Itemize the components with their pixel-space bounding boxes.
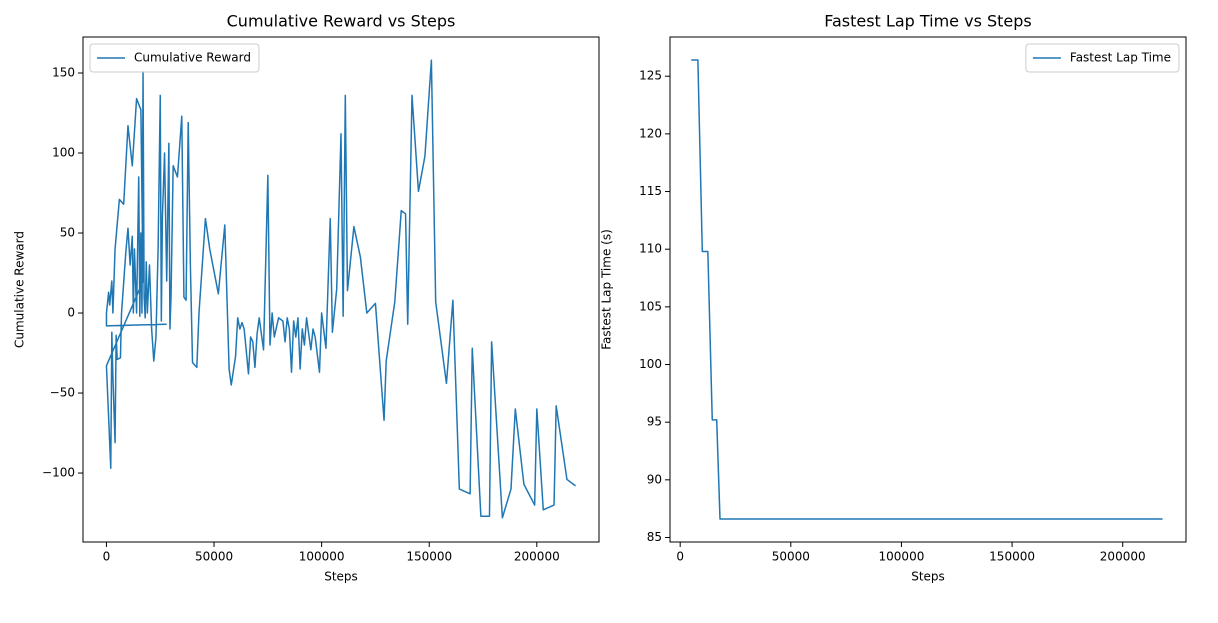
x-tick-label: 0	[676, 550, 684, 564]
y-tick-label: 90	[647, 472, 662, 486]
y-tick-label: 100	[52, 146, 75, 160]
legend: Fastest Lap Time	[1025, 43, 1180, 73]
x-tick-label: 100000	[879, 550, 925, 564]
x-tick-label: 50000	[195, 550, 233, 564]
x-axis-label: Steps	[911, 570, 945, 584]
x-tick-label: 150000	[989, 550, 1035, 564]
x-tick-label: 100000	[299, 550, 345, 564]
legend-label: Fastest Lap Time	[1070, 51, 1171, 65]
data-line	[691, 59, 1163, 520]
y-tick-label: 150	[52, 66, 75, 80]
legend-box	[1025, 43, 1180, 73]
y-tick-label: 125	[639, 69, 662, 83]
x-tick-label: 200000	[1100, 550, 1146, 564]
chart-title: Cumulative Reward vs Steps	[227, 12, 456, 31]
x-tick-label: 50000	[772, 550, 810, 564]
y-tick-label: 120	[639, 126, 662, 140]
y-tick-label: 95	[647, 415, 662, 429]
y-tick-label: 110	[639, 242, 662, 256]
y-tick-label: 105	[639, 299, 662, 313]
x-axis-label: Steps	[324, 570, 358, 584]
y-tick-label: 115	[639, 184, 662, 198]
axes-frame	[82, 36, 600, 543]
y-axis-label: Cumulative Reward	[13, 231, 27, 348]
axes-frame	[669, 36, 1187, 543]
legend: Cumulative Reward	[89, 43, 260, 73]
x-tick-label: 150000	[406, 550, 452, 564]
y-tick-label: 100	[639, 357, 662, 371]
legend-box	[89, 43, 260, 73]
data-line	[105, 59, 576, 519]
y-tick-label: 0	[67, 306, 75, 320]
x-tick-label: 0	[103, 550, 111, 564]
y-tick-label: −50	[50, 386, 75, 400]
y-axis-label: Fastest Lap Time (s)	[600, 229, 614, 350]
y-tick-label: 85	[647, 530, 662, 544]
chart-title: Fastest Lap Time vs Steps	[824, 12, 1032, 31]
y-tick-label: 50	[60, 226, 75, 240]
legend-label: Cumulative Reward	[134, 51, 251, 65]
y-tick-label: −100	[42, 466, 75, 480]
x-tick-label: 200000	[514, 550, 560, 564]
